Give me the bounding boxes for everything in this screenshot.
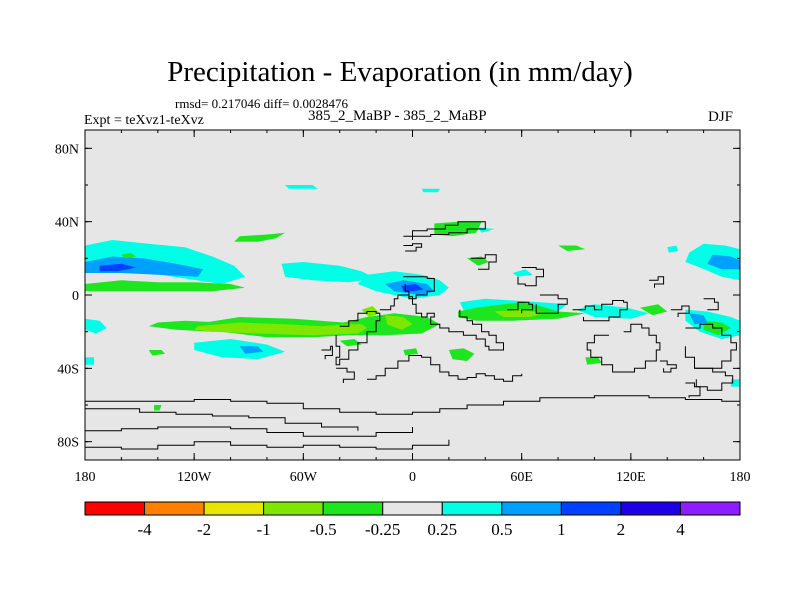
coastline xyxy=(85,408,359,431)
coastline xyxy=(685,382,701,398)
chart-title: Precipitation - Evaporation (in mm/day) xyxy=(167,56,633,88)
contour-region xyxy=(85,280,246,292)
colorbar-label: -0.25 xyxy=(365,520,400,539)
contour-region xyxy=(558,245,586,251)
coastline xyxy=(572,300,628,322)
contour-region xyxy=(281,262,377,283)
contour-region xyxy=(148,350,166,356)
contour-region xyxy=(385,315,413,330)
coastline xyxy=(403,276,435,300)
colorbar-swatch xyxy=(441,501,503,516)
colorbar-label: -2 xyxy=(197,520,211,539)
colorbar-swatch xyxy=(144,501,205,516)
contour-region xyxy=(194,322,367,336)
colorbar-label: 4 xyxy=(676,520,685,539)
y-tick-label: 80N xyxy=(55,142,79,157)
coastline xyxy=(586,323,661,373)
contour-region xyxy=(234,232,286,242)
contour-region xyxy=(194,339,286,360)
experiment-label: Expt = teXvz1-teXvz xyxy=(84,113,204,128)
subtitle-label: 385_2_MaBP - 385_2_MaBP xyxy=(308,108,487,124)
colorbar-swatch xyxy=(203,501,265,516)
coastline xyxy=(507,301,534,314)
coastline xyxy=(85,395,740,415)
contour-region xyxy=(285,185,318,189)
x-tick-label: 120E xyxy=(616,470,646,485)
coastline xyxy=(335,311,381,366)
x-tick-label: 60E xyxy=(510,470,533,485)
y-tick-label: 80S xyxy=(57,436,79,451)
coastline xyxy=(694,367,734,391)
stats-label: rmsd= 0.217046 diff= 0.0028476 xyxy=(175,96,348,111)
colorbar-label: 1 xyxy=(557,520,566,539)
colorbar-label: 0.5 xyxy=(491,520,512,539)
contour-region xyxy=(99,263,136,272)
x-tick-label: 120W xyxy=(177,470,212,485)
colorbar-label: 2 xyxy=(617,520,626,539)
contour-region xyxy=(585,357,602,365)
contour-region xyxy=(667,245,679,253)
contour-region xyxy=(239,346,264,354)
coastline xyxy=(535,294,568,314)
contour-region xyxy=(689,313,708,325)
contour-region xyxy=(494,309,544,317)
contour-region xyxy=(121,252,136,259)
coastline xyxy=(85,439,450,450)
contour-region xyxy=(85,256,204,277)
coastline xyxy=(321,345,333,360)
coastline xyxy=(403,221,486,240)
contour-region xyxy=(154,405,162,411)
coastline xyxy=(649,276,665,288)
y-tick-label: 40S xyxy=(57,362,79,377)
coastline xyxy=(659,360,677,373)
contour-region xyxy=(85,318,107,334)
coastline xyxy=(470,254,497,270)
colorbar-swatch xyxy=(263,501,324,516)
contour-region xyxy=(339,339,362,347)
colorbar-swatch xyxy=(620,501,681,516)
coastline xyxy=(367,355,523,382)
colorbar-swatch xyxy=(322,501,384,516)
colorbar-swatch xyxy=(382,501,443,516)
contour-region xyxy=(401,284,424,292)
contour-region xyxy=(403,348,418,356)
contour-region xyxy=(421,188,440,193)
colorbar-swatch xyxy=(84,501,146,516)
field-contours xyxy=(85,185,740,450)
colorbar-swatch xyxy=(679,501,741,516)
x-tick-label: 0 xyxy=(409,470,416,485)
colorbar-swatch xyxy=(560,501,622,516)
colorbar-swatch xyxy=(501,501,562,516)
season-label: DJF xyxy=(708,109,734,125)
colorbar-label: -4 xyxy=(137,520,152,539)
coastline xyxy=(703,298,719,311)
y-tick-label: 40N xyxy=(55,216,79,231)
coastline xyxy=(336,367,355,383)
x-tick-label: 60W xyxy=(290,470,318,485)
coastline xyxy=(403,243,423,252)
contour-region xyxy=(85,357,95,365)
coastline xyxy=(85,426,413,437)
contour-region xyxy=(448,348,475,361)
y-tick-label: 0 xyxy=(72,289,79,304)
contour-region xyxy=(639,304,668,316)
coastline xyxy=(517,267,544,287)
colorbar-label: 0.25 xyxy=(427,520,457,539)
x-tick-label: 180 xyxy=(730,470,751,485)
x-tick-label: 180 xyxy=(75,470,96,485)
contour-region xyxy=(512,269,533,277)
colorbar-label: -0.5 xyxy=(310,520,337,539)
colorbar-label: -1 xyxy=(257,520,271,539)
contour-region xyxy=(707,254,740,270)
coastline xyxy=(670,305,690,317)
